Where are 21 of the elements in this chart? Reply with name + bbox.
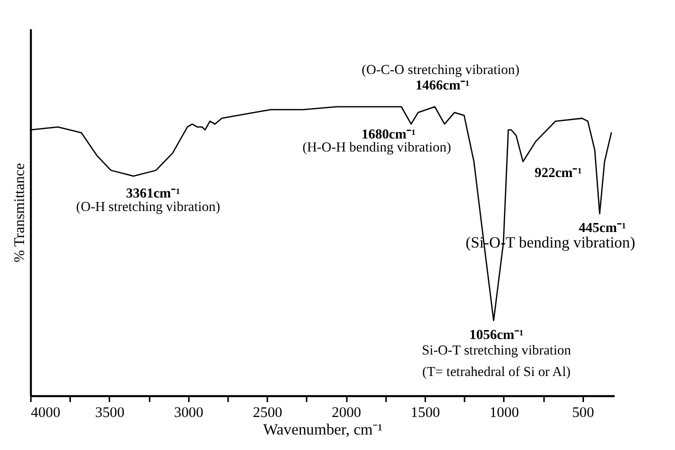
x-tick-label: 1500 [410,404,440,421]
annotation: 922cm⁻¹ [534,164,582,180]
x-tick-label: 4000 [30,404,60,421]
x-tick-label: 3000 [174,404,204,421]
annotation: Si-O-T stretching vibration [422,342,572,358]
annotation: 1056cm⁻¹ [469,326,524,342]
annotation: 445cm⁻¹ [578,220,626,235]
text: 1466cm⁻¹ [415,78,470,93]
x-axis-title: Wavenumber, cm⁻¹ [263,421,383,438]
annotation: (H-O-H bending vibration) [302,139,452,154]
annotation: 1680cm⁻¹ [361,126,416,142]
x-tick-label: 2500 [252,404,282,421]
x-tick-label: 2000 [332,404,362,421]
x-tick-label: 500 [572,404,594,421]
annotation: (T= tetrahedral of Si or Al) [422,364,571,380]
text: (O-C-O stretching vibration) [362,62,520,77]
y-axis-title: % Transmittance [12,162,28,262]
annotation: (O-H stretching vibration) [76,199,220,214]
x-tick-label: 1000 [490,404,519,421]
x-tick-label: 3500 [95,404,124,421]
annotation: 3361cm⁻¹ [126,185,180,200]
